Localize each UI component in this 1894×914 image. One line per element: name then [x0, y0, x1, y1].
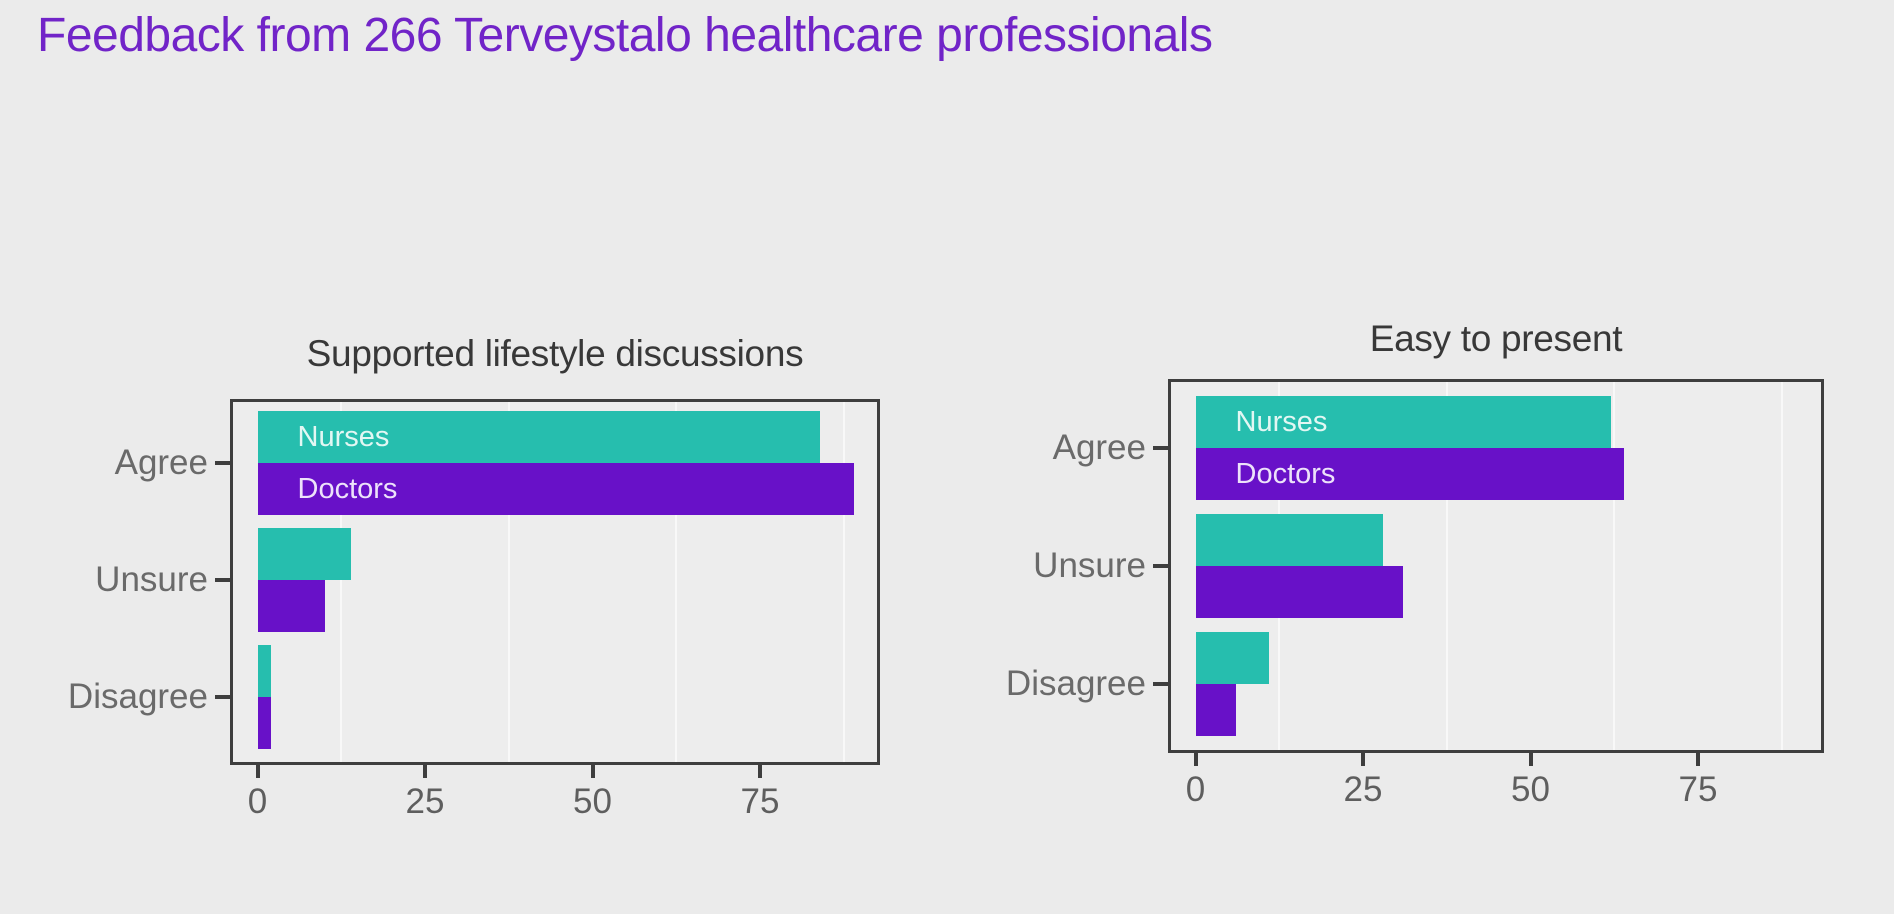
x-axis-label-75: 75: [1678, 770, 1718, 809]
y-axis-tick-disagree: [215, 695, 230, 699]
y-axis-label-unsure: Unsure: [95, 560, 208, 599]
bar-doctors-disagree: [257, 697, 271, 749]
minor-gridline-x-87.5: [1780, 382, 1783, 750]
plot-panel: Nurses Doctors: [230, 399, 880, 765]
plot-panel: Nurses Doctors: [1168, 379, 1824, 753]
minor-gridline-x-37.5: [1445, 382, 1448, 750]
y-axis-tick-agree: [1153, 446, 1168, 450]
x-axis-tick-75: [1696, 753, 1700, 766]
x-axis-tick-50: [590, 765, 595, 778]
bar-doctors-unsure: [1195, 566, 1404, 618]
x-axis-tick-25: [1361, 753, 1365, 766]
y-axis-tick-agree: [215, 461, 230, 465]
minor-gridline-x-87.5: [842, 402, 845, 762]
bar-nurses-unsure: [1195, 514, 1384, 566]
y-axis-tick-disagree: [1153, 682, 1168, 686]
x-axis-label-50: 50: [1511, 770, 1550, 809]
bar-nurses-agree: Nurses: [1195, 396, 1611, 448]
bar-doctors-unsure: [257, 580, 325, 632]
slide-title: Feedback from 266 Terveystalo healthcare…: [37, 9, 1213, 62]
y-axis-tick-unsure: [215, 578, 230, 582]
y-axis-label-agree: Agree: [1052, 428, 1146, 467]
x-axis-tick-75: [758, 765, 762, 778]
x-axis-tick-0: [255, 765, 260, 778]
y-axis-label-unsure: Unsure: [1033, 546, 1146, 585]
chart-title-supported-lifestyle-discussions: Supported lifestyle discussions: [306, 333, 804, 374]
bar-nurses-disagree: [1195, 632, 1270, 684]
x-axis-tick-0: [1193, 753, 1198, 766]
minor-gridline-x-37.5: [507, 402, 510, 762]
x-axis-label-0: 0: [247, 782, 268, 821]
legend-label-nurses: Nurses: [297, 421, 390, 453]
minor-gridline-x-12.5: [340, 402, 343, 762]
y-axis-label-disagree: Disagree: [1005, 664, 1146, 703]
x-axis-label-75: 75: [740, 782, 780, 821]
y-axis-label-disagree: Disagree: [67, 677, 208, 716]
x-axis-label-0: 0: [1185, 770, 1206, 809]
x-axis-tick-25: [423, 765, 427, 778]
x-axis-label-25: 25: [405, 782, 445, 821]
legend-label-doctors: Doctors: [297, 473, 398, 505]
x-axis-label-25: 25: [1343, 770, 1383, 809]
minor-gridline-x-62.5: [1613, 382, 1616, 750]
legend-label-nurses: Nurses: [1235, 406, 1328, 438]
y-axis-label-agree: Agree: [114, 443, 208, 482]
legend-label-doctors: Doctors: [1235, 458, 1336, 490]
bar-doctors-disagree: [1195, 684, 1236, 736]
minor-gridline-x-62.5: [675, 402, 678, 762]
bar-doctors-agree: Doctors: [1195, 448, 1625, 500]
minor-gridline-x-12.5: [1278, 382, 1281, 750]
chart-title-easy-to-present: Easy to present: [1369, 318, 1623, 359]
x-axis-label-50: 50: [573, 782, 612, 821]
y-axis-tick-unsure: [1153, 564, 1168, 568]
bar-nurses-disagree: [257, 645, 271, 697]
x-axis-tick-50: [1528, 753, 1533, 766]
bar-nurses-unsure: [257, 528, 352, 580]
bar-doctors-agree: Doctors: [257, 463, 854, 515]
bar-nurses-agree: Nurses: [257, 411, 821, 463]
